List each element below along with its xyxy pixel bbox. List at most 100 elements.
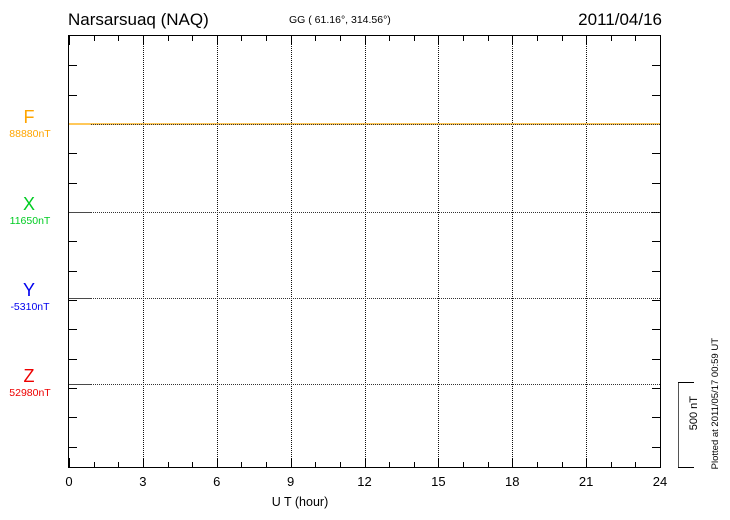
axis-tick-bottom (463, 462, 464, 467)
axis-tick-top (266, 36, 267, 41)
x-tick-label: 15 (431, 474, 446, 489)
axis-tick-bottom (635, 462, 637, 467)
axis-tick-left (69, 270, 77, 272)
scale-bar-cap-top (678, 382, 694, 384)
axis-tick-top (216, 36, 218, 45)
x-tick-label: 12 (357, 474, 372, 489)
axis-tick-top (364, 36, 366, 45)
axis-tick-left (69, 300, 77, 301)
axis-tick-right (652, 300, 660, 301)
baseline-start-segment-y (69, 297, 91, 299)
axis-tick-top (389, 36, 391, 41)
axis-tick-top (290, 36, 292, 45)
axis-tick-top (512, 36, 514, 45)
axis-tick-bottom (69, 458, 70, 467)
baseline-y (69, 298, 660, 299)
axis-tick-top (561, 36, 563, 41)
axis-tick-top (635, 36, 637, 41)
axis-tick-top (438, 36, 440, 45)
grid-line-vertical (290, 36, 292, 467)
axis-tick-right (652, 182, 660, 184)
axis-tick-top (610, 36, 612, 41)
component-value-x: 11650nT (9, 215, 51, 227)
component-label-x: X 11650nT (2, 195, 62, 227)
baseline-start-segment-x (69, 211, 91, 213)
geographic-coordinates: GG ( 61.16°, 314.56°) (289, 14, 391, 26)
axis-tick-bottom (339, 462, 341, 467)
axis-tick-right (652, 446, 660, 448)
axis-tick-right (652, 417, 660, 419)
scale-bar-cap-bottom (678, 466, 694, 468)
component-value-y: -5310nT (10, 301, 50, 313)
axis-tick-right (652, 358, 660, 360)
axis-tick-top (241, 36, 243, 41)
axis-tick-top (586, 36, 588, 45)
x-tick-label: 21 (578, 474, 594, 489)
axis-tick-right (652, 270, 660, 272)
axis-tick-top (413, 36, 415, 41)
baseline-x (69, 212, 660, 213)
x-axis-title: U T (hour) (0, 495, 730, 509)
axis-tick-left (69, 417, 77, 419)
x-tick-label: 0 (65, 474, 73, 489)
x-tick-label: 18 (505, 474, 520, 489)
grid-line-vertical (142, 36, 144, 467)
component-label-f: F 88880nT (2, 108, 62, 140)
axis-tick-bottom (192, 462, 194, 467)
axis-tick-bottom (610, 462, 612, 467)
plotted-at-stamp: Plotted at 2011/05/17 00:59 UT (710, 338, 721, 470)
axis-tick-top (142, 36, 144, 45)
axis-tick-right (652, 388, 660, 389)
axis-tick-left (69, 388, 77, 389)
grid-line-vertical (438, 36, 440, 467)
axis-tick-top (463, 36, 464, 41)
scale-bar-label: 500 nT (688, 396, 700, 431)
axis-tick-bottom (536, 462, 538, 467)
plot-inner-canvas (69, 36, 660, 467)
axis-tick-bottom (290, 458, 292, 467)
axis-tick-right (652, 94, 660, 96)
component-value-f: 88880nT (9, 128, 51, 140)
component-letter-y: Y (22, 280, 35, 300)
chart-header: Narsarsuaq (NAQ) GG ( 61.16°, 314.56°) 2… (0, 0, 730, 34)
axis-tick-left (69, 182, 77, 184)
component-label-z: Z 52980nT (2, 367, 62, 399)
baseline-start-segment-f (69, 123, 91, 125)
magnetogram-plot-area (68, 35, 661, 468)
axis-tick-bottom (413, 462, 415, 467)
axis-tick-top (93, 36, 95, 41)
baseline-f (69, 124, 660, 125)
axis-tick-bottom (241, 462, 243, 467)
component-label-y: Y -5310nT (2, 281, 62, 313)
axis-tick-bottom (586, 458, 588, 467)
axis-tick-left (69, 65, 77, 67)
component-value-z: 52980nT (9, 387, 51, 399)
baseline-start-segment-z (69, 383, 91, 385)
axis-tick-bottom (167, 462, 169, 467)
axis-tick-bottom (561, 462, 563, 467)
axis-tick-top (487, 36, 489, 41)
axis-tick-top (118, 36, 120, 41)
grid-line-vertical (216, 36, 218, 467)
axis-tick-bottom (315, 462, 317, 467)
axis-tick-bottom (487, 462, 489, 467)
grid-line-vertical (586, 36, 588, 467)
axis-tick-top (339, 36, 341, 41)
axis-tick-bottom (512, 458, 514, 467)
x-tick-label: 24 (652, 474, 668, 489)
axis-tick-left (69, 358, 77, 360)
component-letter-x: X (22, 194, 35, 214)
scale-bar-line (678, 382, 680, 468)
x-tick-label: 6 (213, 474, 221, 489)
axis-tick-left (69, 241, 77, 243)
axis-tick-top (315, 36, 317, 41)
x-tick-label: 9 (287, 474, 295, 489)
component-letter-z: Z (23, 366, 35, 386)
axis-tick-bottom (266, 462, 267, 467)
axis-tick-bottom (118, 462, 120, 467)
axis-tick-bottom (93, 462, 95, 467)
axis-tick-bottom (389, 462, 391, 467)
axis-tick-right (652, 153, 660, 155)
axis-tick-top (69, 36, 70, 45)
axis-tick-top (192, 36, 194, 41)
